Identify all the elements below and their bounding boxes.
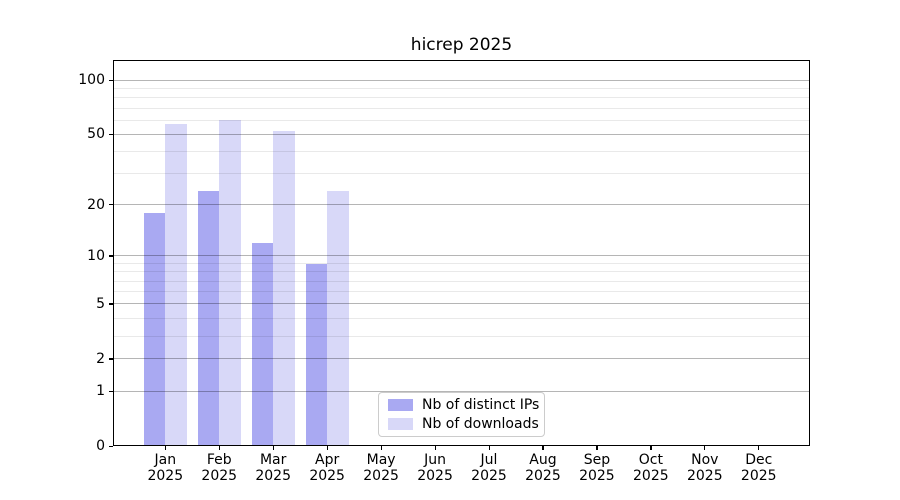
x-tick-label-jan: Jan 2025 xyxy=(134,452,196,484)
bar-nb-of-downloads-jan xyxy=(165,124,187,446)
x-tick-oct xyxy=(650,446,652,450)
plot-area xyxy=(113,60,810,446)
gridline-minor-40 xyxy=(113,151,810,153)
y-tick-5 xyxy=(109,303,113,305)
y-tick-10 xyxy=(109,255,113,257)
legend-row-downloads: Nb of downloads xyxy=(388,416,544,432)
gridline-minor-60 xyxy=(113,119,810,121)
y-tick-label-2: 2 xyxy=(96,350,105,367)
x-tick-nov xyxy=(704,446,706,450)
legend-box: Nb of distinct IPs Nb of downloads xyxy=(378,392,545,437)
x-tick-label-dec: Dec 2025 xyxy=(728,452,790,484)
x-tick-year-sep: 2025 xyxy=(579,467,615,484)
gridline-minor-70 xyxy=(113,107,810,109)
chart-title: hicrep 2025 xyxy=(410,35,513,55)
x-tick-year-jul: 2025 xyxy=(471,467,507,484)
gridline-major-50 xyxy=(113,133,810,135)
x-tick-label-apr: Apr 2025 xyxy=(296,452,358,484)
x-tick-year-apr: 2025 xyxy=(309,467,345,484)
x-tick-label-jul: Jul 2025 xyxy=(458,452,520,484)
x-tick-jun xyxy=(434,446,436,450)
x-tick-aug xyxy=(542,446,544,450)
y-tick-label-0: 0 xyxy=(96,438,105,454)
y-tick-100 xyxy=(109,79,113,81)
y-tick-1 xyxy=(109,390,113,392)
legend-label-distinct-ips: Nb of distinct IPs xyxy=(422,397,540,413)
bar-nb-of-downloads-apr xyxy=(327,190,349,446)
x-tick-jan xyxy=(164,446,166,450)
x-tick-label-oct: Oct 2025 xyxy=(620,452,682,484)
x-tick-year-dec: 2025 xyxy=(740,467,777,484)
x-tick-label-sep: Sep 2025 xyxy=(566,452,628,484)
x-tick-label-may: May 2025 xyxy=(350,452,412,484)
gridline-minor-30 xyxy=(113,173,810,175)
y-tick-2 xyxy=(109,358,113,360)
y-tick-label-50: 50 xyxy=(87,126,105,143)
x-tick-year-jan: 2025 xyxy=(147,467,184,484)
x-tick-year-jun: 2025 xyxy=(417,467,453,484)
y-tick-20 xyxy=(109,204,113,206)
x-tick-year-aug: 2025 xyxy=(525,467,561,484)
x-tick-mar xyxy=(272,446,274,450)
x-tick-year-may: 2025 xyxy=(363,467,399,484)
bar-nb-of-distinct-ips-jan xyxy=(143,212,166,446)
legend-swatch-distinct-ips xyxy=(388,399,413,411)
bar-nb-of-distinct-ips-apr xyxy=(305,263,328,446)
x-tick-year-mar: 2025 xyxy=(255,467,291,484)
legend-swatch-downloads xyxy=(388,418,413,430)
bar-nb-of-downloads-mar xyxy=(273,131,295,446)
x-tick-sep xyxy=(596,446,598,450)
bar-nb-of-distinct-ips-mar xyxy=(251,242,274,446)
x-tick-label-aug: Aug 2025 xyxy=(512,452,574,484)
x-tick-label-jun: Jun 2025 xyxy=(404,452,466,484)
x-tick-may xyxy=(380,446,382,450)
gridline-minor-80 xyxy=(113,97,810,99)
x-tick-feb xyxy=(218,446,220,450)
x-tick-year-nov: 2025 xyxy=(686,467,723,484)
y-tick-label-100: 100 xyxy=(78,72,105,89)
y-tick-label-10: 10 xyxy=(87,247,105,264)
x-tick-jul xyxy=(488,446,490,450)
x-tick-year-feb: 2025 xyxy=(201,467,238,484)
x-tick-dec xyxy=(758,446,760,450)
legend-row-distinct-ips: Nb of distinct IPs xyxy=(388,397,544,413)
x-tick-label-feb: Feb 2025 xyxy=(188,452,250,484)
x-tick-year-oct: 2025 xyxy=(633,467,669,484)
gridline-minor-90 xyxy=(113,87,810,89)
legend-label-downloads: Nb of downloads xyxy=(422,416,539,432)
y-tick-50 xyxy=(109,133,113,136)
y-tick-0 xyxy=(109,445,113,447)
x-tick-apr xyxy=(326,446,328,450)
bar-nb-of-downloads-feb xyxy=(219,120,241,446)
gridline-major-100 xyxy=(113,79,810,81)
x-tick-label-nov: Nov 2025 xyxy=(674,452,736,484)
y-tick-label-1: 1 xyxy=(96,383,105,400)
y-tick-label-20: 20 xyxy=(87,196,105,213)
y-tick-label-5: 5 xyxy=(96,295,105,312)
x-tick-label-mar: Mar 2025 xyxy=(242,452,304,484)
bar-nb-of-distinct-ips-feb xyxy=(197,190,220,446)
